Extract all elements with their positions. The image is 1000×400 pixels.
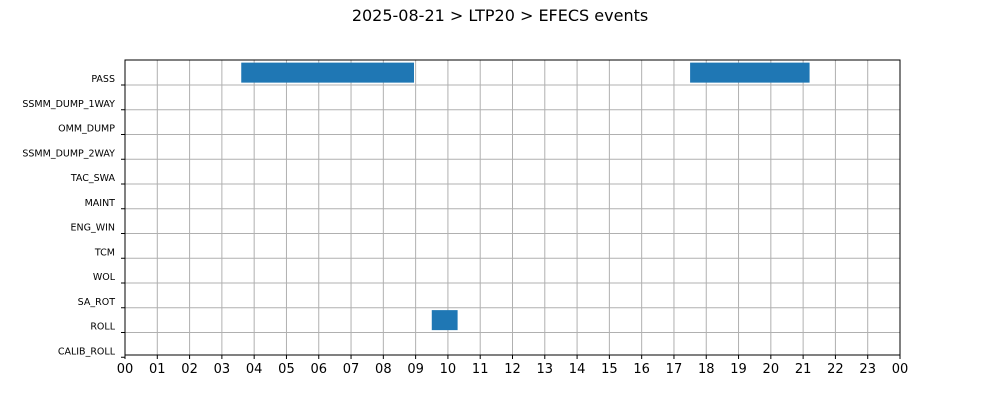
y-axis: PASS SSMM_DUMP_1WAY OMM_DUMP SSMM_DUMP_2WAY… <box>22 74 125 358</box>
x-tick-label: 12 <box>504 362 521 377</box>
x-tick-label: 18 <box>698 362 715 377</box>
y-tick-label: ENG_WIN <box>70 223 115 234</box>
y-tick-label: CALIB_ROLL <box>58 346 116 357</box>
x-tick-label: 17 <box>666 362 683 377</box>
x-tick-label: 14 <box>569 362 586 377</box>
x-tick-label: 05 <box>278 362 295 377</box>
x-tick-label: 01 <box>149 362 166 377</box>
x-tick-label: 07 <box>343 362 360 377</box>
x-tick-label: 03 <box>214 362 231 377</box>
event-bar <box>431 310 458 331</box>
y-tick-label: MAINT <box>85 198 116 209</box>
y-tick-label: PASS <box>91 74 115 85</box>
event-bars <box>241 62 810 331</box>
x-tick-label: 23 <box>859 362 876 377</box>
x-tick-label: 19 <box>730 362 747 377</box>
y-tick-label: SSMM_DUMP_1WAY <box>22 99 115 110</box>
x-tick-label: 04 <box>246 362 263 377</box>
x-tick-label: 13 <box>537 362 554 377</box>
y-tick-label: SSMM_DUMP_2WAY <box>22 148 115 159</box>
grid <box>125 60 900 355</box>
x-tick-label: 20 <box>763 362 780 377</box>
x-tick-label: 08 <box>375 362 392 377</box>
y-tick-label: SA_ROT <box>78 297 116 308</box>
x-tick-label: 11 <box>472 362 489 377</box>
x-tick-label: 16 <box>633 362 650 377</box>
chart-title: 2025-08-21 > LTP20 > EFECS events <box>351 6 649 25</box>
y-tick-label: OMM_DUMP <box>58 124 115 135</box>
event-bar <box>690 62 810 83</box>
event-bar <box>241 62 415 83</box>
x-tick-label: 02 <box>181 362 198 377</box>
y-tick-label: TCM <box>94 247 115 258</box>
y-tick-label: WOL <box>93 272 116 283</box>
y-tick-label: TAC_SWA <box>70 173 116 184</box>
x-tick-label: 00 <box>892 362 909 377</box>
x-tick-label: 00 <box>117 362 134 377</box>
x-tick-label: 15 <box>601 362 618 377</box>
x-tick-label: 21 <box>795 362 812 377</box>
y-tick-label: ROLL <box>90 322 115 333</box>
x-tick-label: 09 <box>407 362 424 377</box>
x-axis: 00 01 02 03 04 05 06 07 08 09 10 11 12 13 14 15 16 17 18 19… <box>117 355 909 377</box>
x-tick-label: 10 <box>440 362 457 377</box>
x-tick-label: 22 <box>827 362 844 377</box>
x-tick-label: 06 <box>310 362 327 377</box>
